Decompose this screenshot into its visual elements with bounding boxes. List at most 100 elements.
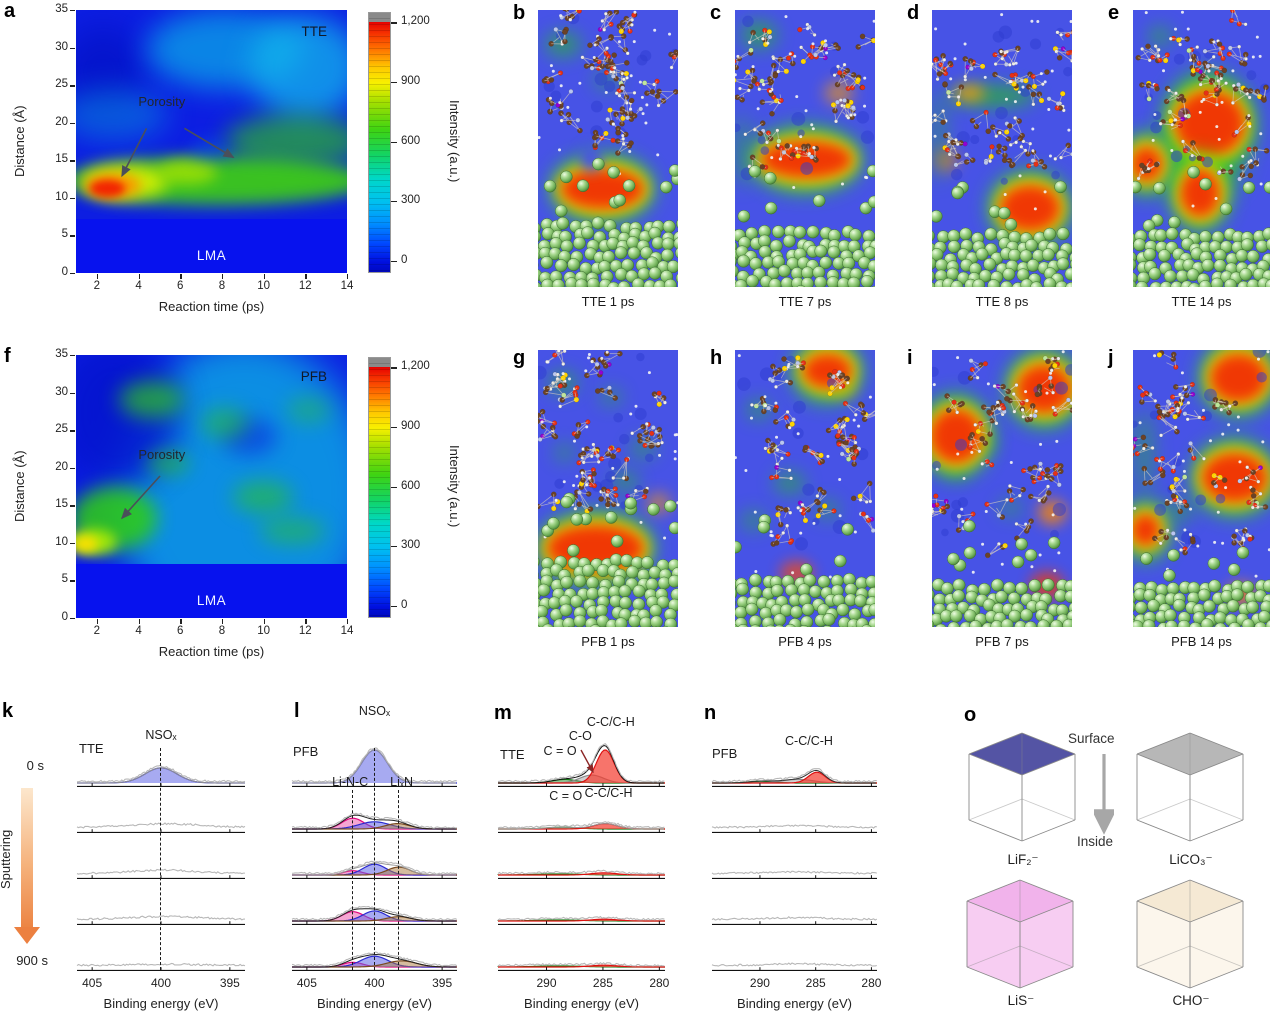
snapshot-caption: TTE 7 ps: [778, 294, 832, 309]
colorbar-tick-label: 1,200: [401, 15, 430, 28]
xps-dashed-guide: [397, 790, 399, 970]
xps-dashed-guide: [351, 790, 353, 970]
y-axis-tick-label: 25: [55, 423, 68, 436]
x-axis-tick: [347, 274, 349, 279]
y-axis-tick: [70, 85, 75, 87]
y-axis-tick-label: 5: [61, 573, 68, 586]
xps-dashed-guide: [373, 748, 375, 970]
porosity-arrows: [121, 127, 235, 178]
heatmap-blob: [76, 536, 98, 553]
snapshot-caption: PFB 14 ps: [1171, 634, 1232, 649]
heat-blob: [1182, 170, 1218, 215]
colorbar: [368, 357, 391, 618]
panel-letter-a: a: [4, 0, 16, 22]
surface-label: Surface: [1068, 731, 1115, 746]
xps-spectrum-row: [497, 915, 665, 925]
x-axis-tick-label: 8: [218, 280, 226, 292]
colorbar-tick: [391, 260, 397, 263]
xps-x-axis-title: Binding energy (eV): [737, 996, 852, 1011]
x-axis-tick: [138, 619, 140, 624]
y-axis-tick: [70, 580, 75, 582]
substrate-label: LMA: [196, 593, 227, 608]
sputter-arrow: [21, 788, 33, 928]
lma-band: [76, 564, 347, 618]
xps-x-tick-label: 405: [296, 976, 317, 990]
molecule-overlay: [1133, 350, 1270, 627]
x-axis-tick: [263, 274, 265, 279]
xps-x-tick-label: 290: [749, 976, 770, 990]
heatmap-blob: [146, 449, 190, 476]
xps-dashed-guide: [160, 748, 161, 970]
y-axis-tick: [70, 392, 75, 394]
colorbar-title: Intensity (a.u.): [447, 100, 462, 183]
xps-x-tick-label: 400: [150, 976, 172, 990]
sample-label: PFB: [293, 744, 319, 759]
x-axis-tick: [221, 619, 224, 624]
c-o-annotation-arrow: [580, 749, 594, 774]
sputter-time-end: 900 s: [16, 953, 48, 968]
inside-label: Inside: [1077, 834, 1114, 849]
colorbar-tick: [391, 141, 397, 143]
x-axis-tick-label: 10: [257, 625, 270, 637]
volume-cube-2: [1136, 732, 1244, 842]
heatmap-blob: [76, 88, 169, 142]
heatmap-plot-tte: TTE LMA Porosity: [76, 10, 347, 273]
y-axis-tick-label: 25: [55, 78, 68, 91]
heatmap-blob: [119, 381, 185, 419]
heat-blob: [1212, 355, 1265, 400]
md-snapshot-i: [932, 350, 1072, 627]
x-axis-tick-label: 4: [135, 280, 142, 292]
cube-label: CHO⁻: [1172, 993, 1210, 1008]
colorbar-contour-lines: [369, 13, 390, 272]
x-axis-tick: [263, 619, 265, 624]
y-axis-tick-label: 15: [55, 498, 68, 511]
colorbar-tick-label: 300: [401, 539, 421, 552]
molecule-overlay: [1133, 10, 1270, 287]
md-snapshot-g: [538, 350, 678, 627]
colorbar-tick: [391, 81, 397, 84]
y-axis-tick: [70, 10, 75, 12]
y-axis-tick-label: 35: [55, 348, 68, 360]
y-axis-tick-label: 20: [55, 460, 68, 473]
x-axis-tick-label: 6: [177, 625, 184, 637]
heatmap-blob: [249, 15, 347, 121]
panel-letter-i: i: [907, 347, 913, 369]
x-axis-tick: [305, 274, 307, 279]
xps-spectrum-row: [497, 962, 665, 971]
x-axis-tick-label: 14: [340, 625, 354, 637]
colorbar-tick: [391, 605, 397, 608]
x-axis-tick-label: 12: [298, 625, 312, 637]
xps-x-axis-title: Binding energy (eV): [317, 996, 432, 1011]
xps-x-tick-label: 395: [432, 976, 453, 990]
sample-label: PFB: [712, 746, 738, 761]
colorbar-tick-label: 900: [401, 419, 421, 432]
xps-spectrum-row: [76, 822, 246, 833]
porosity-arrows: [120, 475, 161, 520]
molecule-overlay: [538, 350, 678, 627]
x-axis-tick-label: 4: [135, 625, 142, 637]
heatmap-blob: [200, 407, 250, 440]
xps-x-tick-label: 290: [536, 976, 557, 990]
sample-label: TTE: [79, 741, 104, 756]
xps-spectrum-row: [76, 868, 246, 879]
volume-cube-1: [968, 732, 1076, 842]
molecule-overlay: [932, 350, 1072, 627]
snapshot-caption: PFB 7 ps: [975, 634, 1029, 649]
xps-peak-label: C = O: [549, 789, 583, 803]
heat-blob: [554, 444, 575, 461]
x-axis-tick: [180, 274, 182, 279]
molecule-overlay: [932, 13, 1072, 287]
x-axis-tick: [138, 274, 140, 279]
xps-spectrum-row: [711, 915, 878, 925]
y-axis-tick: [70, 505, 75, 507]
heatmap-blob: [189, 138, 228, 160]
xps-x-axis-title: Binding energy (eV): [524, 996, 639, 1011]
x-axis-tick-label: 14: [340, 280, 354, 292]
heat-blob: [610, 471, 639, 492]
heat-blob: [599, 388, 622, 406]
xps-peak-label: NSOₓ: [145, 728, 177, 742]
panel-letter-l: l: [294, 700, 300, 722]
xps-spectrum-row: [497, 869, 665, 879]
heat-blob: [630, 438, 656, 458]
xps-x-tick-label: 400: [364, 976, 385, 990]
